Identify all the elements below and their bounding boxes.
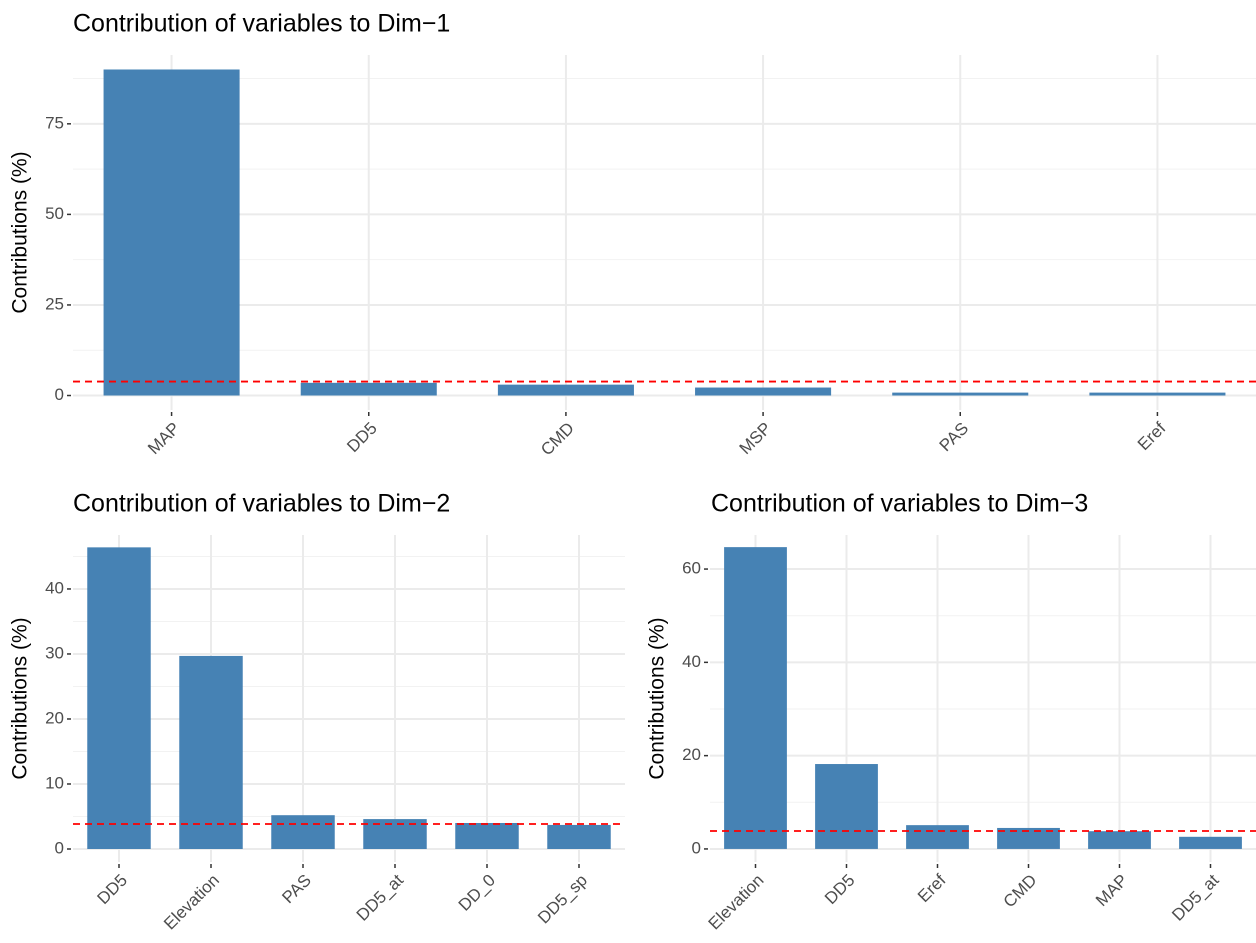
- x-tick-label: DD5: [94, 871, 131, 908]
- y-tick-label: 75: [45, 113, 64, 132]
- bar: [363, 819, 427, 849]
- y-tick-label: 0: [692, 838, 701, 857]
- y-tick-label: 20: [682, 745, 701, 764]
- y-axis-title: Contributions (%): [9, 151, 32, 313]
- x-tick-label: Elevation: [705, 871, 768, 934]
- chart-panel: Contribution of variables to Dim−1 Contri…: [9, 10, 1256, 460]
- bar: [892, 392, 1029, 396]
- bar: [1179, 836, 1242, 849]
- bar: [497, 384, 634, 396]
- chart-title: Contribution of variables to Dim−2: [73, 490, 450, 518]
- x-tick-label: DD5_sp: [534, 871, 591, 928]
- x-tick-label: PAS: [278, 871, 315, 908]
- bar: [695, 387, 832, 396]
- x-tick-label: Elevation: [160, 871, 223, 934]
- chart-panel: Contribution of variables to Dim−3 Contri…: [646, 490, 1256, 934]
- chart-title: Contribution of variables to Dim−3: [711, 490, 1088, 518]
- y-tick-label: 40: [682, 652, 701, 671]
- x-tick-label: PAS: [936, 419, 973, 456]
- bar: [103, 69, 240, 396]
- y-axis-title: Contributions (%): [9, 617, 32, 779]
- x-tick-label: DD5_at: [353, 870, 407, 924]
- bar: [547, 824, 611, 849]
- x-tick-label: DD_0: [455, 871, 499, 915]
- x-tick-label: MAP: [1092, 871, 1131, 910]
- y-tick-label: 10: [45, 773, 64, 792]
- bar: [906, 825, 969, 849]
- bar: [1088, 831, 1151, 849]
- y-tick-label: 0: [55, 838, 64, 857]
- y-tick-label: 30: [45, 643, 64, 662]
- chart-title: Contribution of variables to Dim−1: [73, 10, 450, 38]
- bar: [724, 547, 787, 849]
- x-tick-label: DD5: [821, 871, 858, 908]
- bar: [271, 815, 335, 849]
- bar: [815, 764, 878, 849]
- y-tick-label: 25: [45, 294, 64, 313]
- bar: [87, 547, 151, 849]
- y-tick-label: 60: [682, 559, 701, 578]
- bar: [997, 827, 1060, 849]
- chart-panel: Contribution of variables to Dim−2 Contri…: [9, 490, 625, 934]
- x-tick-label: MSP: [736, 419, 775, 458]
- bar: [455, 822, 519, 849]
- x-tick-label: CMD: [1000, 871, 1041, 912]
- bar: [179, 655, 243, 849]
- x-tick-label: CMD: [537, 419, 578, 460]
- bar: [300, 382, 437, 396]
- y-axis-title: Contributions (%): [646, 617, 669, 779]
- bar: [1089, 392, 1226, 396]
- x-tick-label: MAP: [144, 419, 183, 458]
- y-tick-label: 40: [45, 578, 64, 597]
- x-tick-label: DD5_at: [1168, 870, 1222, 924]
- x-tick-label: DD5: [343, 419, 380, 456]
- y-tick-label: 20: [45, 708, 64, 727]
- x-tick-label: Eref: [1134, 418, 1170, 454]
- y-tick-label: 50: [45, 204, 64, 223]
- x-tick-label: Eref: [914, 870, 950, 906]
- y-tick-label: 0: [55, 385, 64, 404]
